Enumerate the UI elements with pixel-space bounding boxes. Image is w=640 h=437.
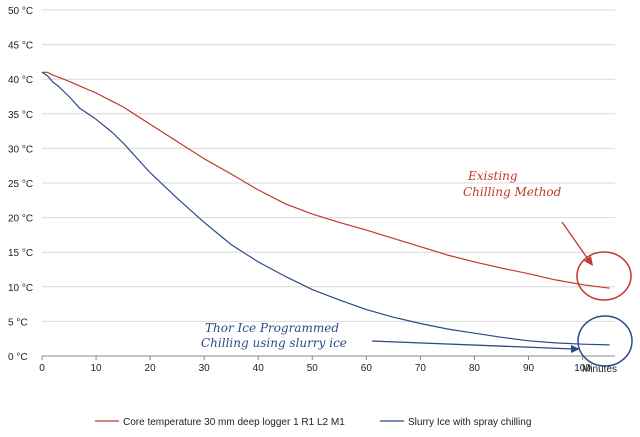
x-tick-label-60: 60 bbox=[361, 363, 373, 374]
legend: Core temperature 30 mm deep logger 1 R1 … bbox=[95, 417, 531, 428]
x-axis-ticks: 0 10 20 30 40 50 60 70 80 90 100 bbox=[39, 356, 591, 374]
grid-lines bbox=[42, 9, 615, 322]
legend-label-slurry-ice: Slurry Ice with spray chilling bbox=[408, 417, 531, 428]
annotation-existing-arrow bbox=[561, 221, 591, 263]
y-tick-label-30: 30 °C bbox=[8, 144, 33, 155]
x-tick-label-70: 70 bbox=[415, 363, 427, 374]
legend-label-core-temperature: Core temperature 30 mm deep logger 1 R1 … bbox=[123, 417, 345, 428]
x-tick-label-50: 50 bbox=[307, 363, 319, 374]
annotation-existing-line-2: Chilling Method bbox=[463, 185, 562, 199]
x-tick-label-80: 80 bbox=[469, 363, 481, 374]
annotation-existing: Existing Chilling Method bbox=[463, 169, 632, 301]
annotation-existing-arrowhead bbox=[584, 256, 593, 266]
x-tick-label-90: 90 bbox=[523, 363, 535, 374]
x-tick-label-20: 20 bbox=[145, 363, 157, 374]
annotation-thor-arrowhead bbox=[571, 345, 580, 353]
x-tick-label-10: 10 bbox=[90, 363, 102, 374]
x-tick-label-0: 0 bbox=[39, 363, 45, 374]
y-tick-label-0: 0 °C bbox=[8, 352, 28, 363]
annotation-thor-line-1: Thor Ice Programmed bbox=[205, 321, 339, 335]
annotation-thor-circle bbox=[577, 315, 633, 367]
y-tick-label-20: 20 °C bbox=[8, 214, 33, 225]
x-axis-unit-label: Minutes bbox=[582, 364, 617, 375]
y-tick-label-35: 35 °C bbox=[8, 110, 33, 121]
annotation-thor-line-2: Chilling using slurry ice bbox=[201, 336, 347, 350]
x-tick-label-100: 100 bbox=[574, 363, 591, 374]
y-tick-label-25: 25 °C bbox=[8, 179, 33, 190]
y-tick-label-45: 45 °C bbox=[8, 41, 33, 52]
annotation-existing-line-1: Existing bbox=[467, 169, 518, 183]
annotation-thor: Thor Ice Programmed Chilling using slurr… bbox=[201, 315, 633, 367]
annotation-thor-arrow bbox=[371, 340, 575, 350]
series-line-0 bbox=[42, 71, 610, 289]
series-line-1 bbox=[41, 71, 610, 346]
series-lines bbox=[41, 71, 610, 346]
x-tick-label-40: 40 bbox=[253, 363, 265, 374]
y-tick-label-10: 10 °C bbox=[8, 283, 33, 294]
annotation-existing-circle bbox=[576, 251, 632, 301]
y-axis-ticks: 0 °C 5 °C 10 °C 15 °C 20 °C 25 °C 30 °C 35 °C 40… bbox=[8, 6, 33, 363]
y-tick-label-40: 40 °C bbox=[8, 75, 33, 86]
y-tick-label-5: 5 °C bbox=[8, 317, 28, 328]
y-tick-label-15: 15 °C bbox=[8, 248, 33, 259]
x-tick-label-30: 30 bbox=[199, 363, 211, 374]
y-tick-label-50: 50 °C bbox=[8, 6, 33, 17]
